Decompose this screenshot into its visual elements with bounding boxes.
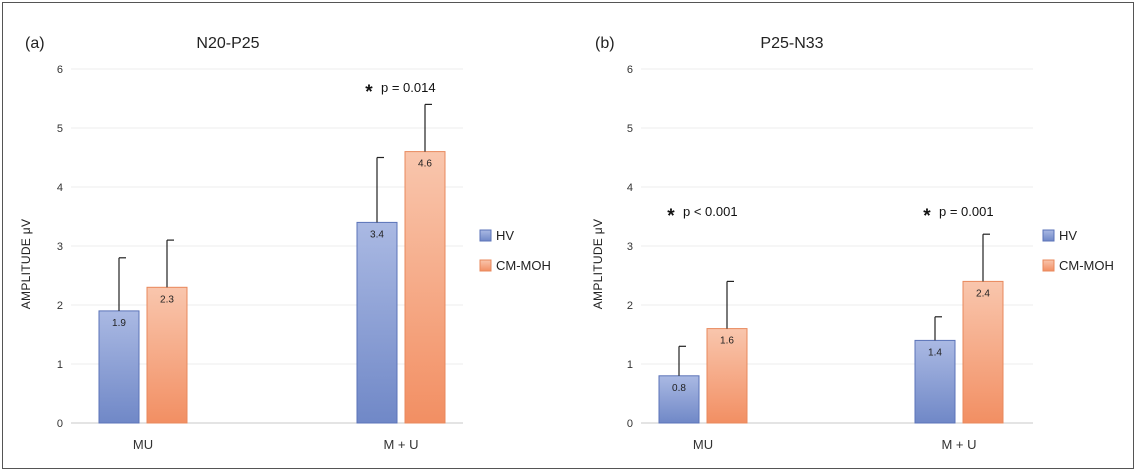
legend-swatch-cm-moh: [1042, 259, 1055, 272]
x-category-label: MU: [133, 437, 153, 452]
data-label: 3.4: [370, 229, 384, 240]
x-category-label: MU: [693, 437, 713, 452]
p-value-label: p = 0.014: [381, 80, 436, 95]
bar-cm-moh: [404, 151, 446, 424]
y-tick-label: 3: [627, 241, 633, 253]
data-label: 1.9: [112, 318, 126, 329]
x-category-label: M + U: [383, 437, 418, 452]
data-label: 1.6: [720, 336, 734, 347]
data-label: 4.6: [418, 159, 432, 170]
bar-hv: [914, 339, 956, 424]
panel-letter: (b): [595, 35, 615, 52]
data-label: 2.4: [976, 288, 990, 299]
y-tick-label: 3: [57, 241, 63, 253]
x-category-label: M + U: [941, 437, 976, 452]
y-tick-label: 2: [627, 300, 633, 312]
y-tick-label: 2: [57, 300, 63, 312]
figure: (a) N20-P25 0 1 2 3 4 5 6 AMPLITUDE μV MU 1.9 2.3 M +…: [2, 2, 1134, 469]
data-label: 0.8: [672, 383, 686, 394]
y-tick-label: 1: [57, 359, 63, 371]
data-label: 2.3: [160, 294, 174, 305]
y-tick-label: 4: [57, 182, 63, 194]
chart-title: P25-N33: [760, 35, 823, 52]
significance-star: *: [667, 206, 675, 227]
y-tick-label: 5: [57, 123, 63, 135]
bar-hv: [98, 310, 140, 424]
legend-label: CM-MOH: [1059, 258, 1114, 273]
bar-cm-moh: [962, 280, 1004, 424]
data-label: 1.4: [928, 347, 942, 358]
legend-swatch-hv: [1042, 229, 1055, 242]
y-axis-title: AMPLITUDE μV: [591, 219, 605, 310]
y-tick-label: 6: [627, 64, 633, 76]
y-tick-label: 4: [627, 182, 633, 194]
legend-label: HV: [1059, 228, 1077, 243]
significance-star: *: [365, 82, 373, 103]
p-value-label: p = 0.001: [939, 204, 994, 219]
chart-svg: (a) N20-P25 0 1 2 3 4 5 6 AMPLITUDE μV MU 1.9 2.3 M +…: [19, 35, 1114, 452]
panel-letter: (a): [25, 35, 45, 52]
y-tick-label: 1: [627, 359, 633, 371]
p-value-label: p < 0.001: [683, 204, 738, 219]
legend-label: CM-MOH: [496, 258, 551, 273]
significance-star: *: [923, 206, 931, 227]
legend-swatch-hv: [479, 229, 492, 242]
bar-hv: [356, 221, 398, 424]
bar-cm-moh: [146, 286, 188, 424]
legend-swatch-cm-moh: [479, 259, 492, 272]
y-tick-label: 6: [57, 64, 63, 76]
y-tick-label: 0: [627, 418, 633, 430]
chart-title: N20-P25: [196, 35, 259, 52]
y-tick-label: 5: [627, 123, 633, 135]
y-tick-label: 0: [57, 418, 63, 430]
legend-label: HV: [496, 228, 514, 243]
y-axis-title: AMPLITUDE μV: [19, 219, 33, 310]
